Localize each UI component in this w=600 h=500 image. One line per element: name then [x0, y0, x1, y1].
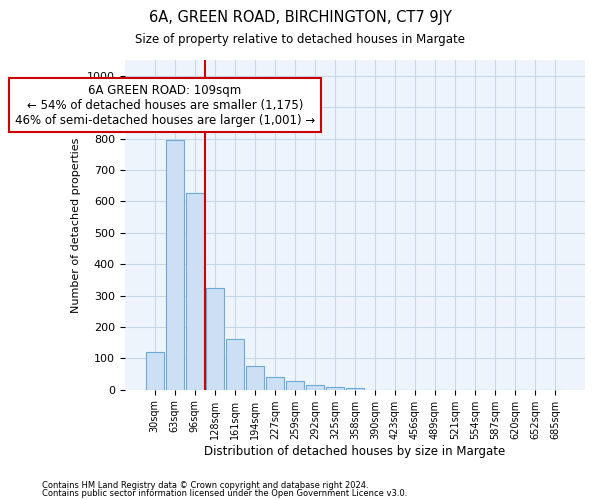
Bar: [346, 388, 364, 390]
Bar: [206, 288, 224, 390]
Bar: [226, 340, 244, 390]
Text: Contains public sector information licensed under the Open Government Licence v3: Contains public sector information licen…: [42, 490, 407, 498]
Bar: [246, 366, 264, 390]
Text: Contains HM Land Registry data © Crown copyright and database right 2024.: Contains HM Land Registry data © Crown c…: [42, 480, 368, 490]
Bar: [166, 140, 184, 390]
Text: Size of property relative to detached houses in Margate: Size of property relative to detached ho…: [135, 32, 465, 46]
Bar: [326, 386, 344, 390]
Bar: [146, 352, 164, 390]
Text: 6A, GREEN ROAD, BIRCHINGTON, CT7 9JY: 6A, GREEN ROAD, BIRCHINGTON, CT7 9JY: [149, 10, 451, 25]
Bar: [306, 385, 324, 390]
Bar: [266, 377, 284, 390]
X-axis label: Distribution of detached houses by size in Margate: Distribution of detached houses by size …: [204, 444, 506, 458]
Text: 6A GREEN ROAD: 109sqm
← 54% of detached houses are smaller (1,175)
46% of semi-d: 6A GREEN ROAD: 109sqm ← 54% of detached …: [14, 84, 315, 126]
Bar: [286, 381, 304, 390]
Bar: [186, 194, 204, 390]
Y-axis label: Number of detached properties: Number of detached properties: [71, 137, 82, 312]
